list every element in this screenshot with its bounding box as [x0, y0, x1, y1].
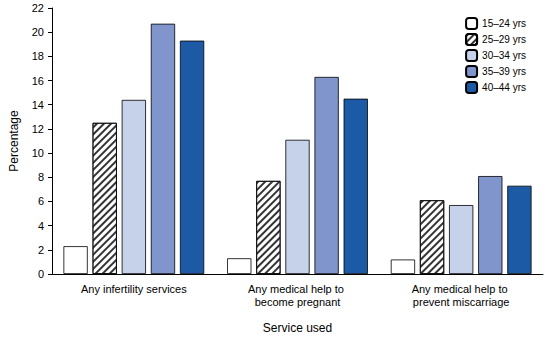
svg-text:Any infertility services: Any infertility services	[81, 283, 187, 295]
svg-text:6: 6	[38, 195, 44, 207]
svg-text:18: 18	[32, 50, 44, 62]
svg-text:prevent miscarriage: prevent miscarriage	[413, 296, 510, 308]
svg-text:0: 0	[38, 268, 44, 280]
svg-text:Any medical help to: Any medical help to	[412, 283, 511, 295]
svg-text:4: 4	[38, 220, 44, 232]
svg-text:22: 22	[32, 2, 44, 14]
svg-text:20: 20	[32, 26, 44, 38]
svg-text:Service used: Service used	[263, 321, 332, 335]
svg-text:35–39 yrs: 35–39 yrs	[482, 66, 526, 77]
svg-text:10: 10	[32, 147, 44, 159]
svg-text:Percentage: Percentage	[7, 110, 21, 172]
svg-text:become pregnant: become pregnant	[255, 296, 341, 308]
svg-text:14: 14	[32, 99, 44, 111]
svg-text:30–34 yrs: 30–34 yrs	[482, 50, 526, 61]
svg-text:Any medical help to: Any medical help to	[248, 283, 347, 295]
svg-text:16: 16	[32, 75, 44, 87]
svg-text:12: 12	[32, 123, 44, 135]
svg-text:15–24 yrs: 15–24 yrs	[482, 18, 526, 29]
svg-text:2: 2	[38, 244, 44, 256]
svg-text:40–44 yrs: 40–44 yrs	[482, 82, 526, 93]
svg-text:25–29 yrs: 25–29 yrs	[482, 34, 526, 45]
svg-text:8: 8	[38, 171, 44, 183]
